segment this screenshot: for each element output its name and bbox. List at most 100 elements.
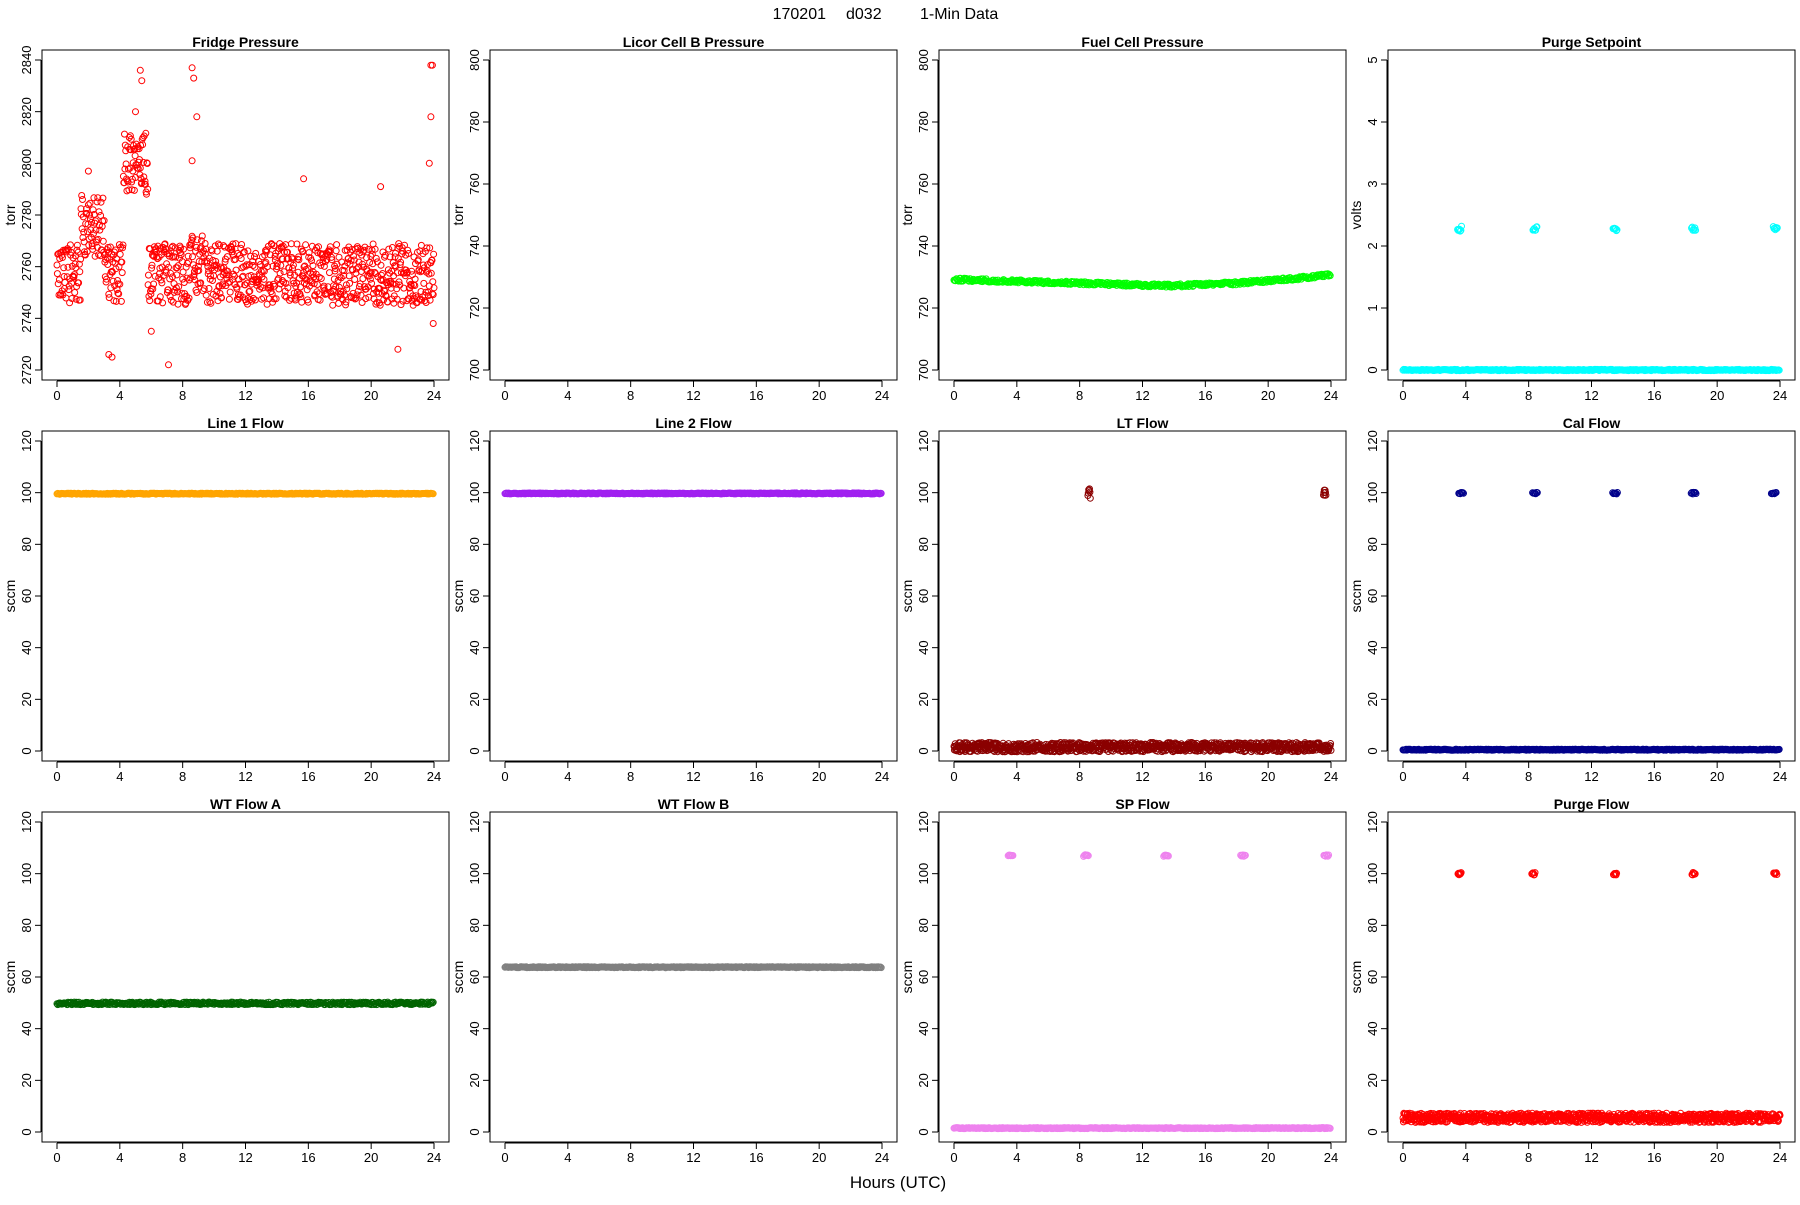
- y-tick-label: 0: [916, 747, 931, 754]
- x-tick-label: 4: [1013, 388, 1020, 403]
- data-point: [85, 168, 91, 174]
- header-date: 170201: [773, 6, 826, 23]
- x-tick-label: 20: [812, 769, 826, 784]
- plot-frame: [42, 431, 449, 761]
- y-tick-label: 800: [916, 49, 931, 71]
- x-tick-label: 16: [749, 388, 763, 403]
- plot-frame: [490, 50, 897, 380]
- panel-title: Fridge Pressure: [192, 34, 299, 50]
- data-point: [378, 184, 384, 190]
- data-points: [54, 999, 436, 1008]
- panel-title: WT Flow A: [210, 796, 281, 812]
- y-tick-label: 40: [1365, 640, 1380, 654]
- x-tick-label: 24: [1773, 769, 1787, 784]
- data-point: [77, 269, 83, 275]
- x-tick-label: 0: [950, 388, 957, 403]
- x-tick-label: 0: [1399, 769, 1406, 784]
- panel-title: Purge Setpoint: [1542, 34, 1642, 50]
- data-point: [369, 280, 375, 286]
- x-tick-label: 12: [238, 388, 252, 403]
- data-points: [951, 271, 1333, 290]
- data-point: [301, 176, 307, 182]
- data-point: [226, 296, 232, 302]
- data-point: [426, 160, 432, 166]
- x-tick-label: 4: [1462, 388, 1469, 403]
- y-tick-label: 20: [19, 692, 34, 706]
- y-tick-label: 700: [467, 359, 482, 381]
- data-point: [428, 114, 434, 120]
- y-tick-label: 100: [1365, 482, 1380, 504]
- x-tick-label: 24: [1324, 388, 1338, 403]
- y-tick-label: 80: [1365, 537, 1380, 551]
- panel-title: Line 2 Flow: [655, 415, 731, 431]
- data-point: [378, 262, 384, 268]
- x-tick-label: 24: [427, 1150, 441, 1165]
- y-tick-label: 120: [1365, 430, 1380, 452]
- y-tick-label: 60: [916, 589, 931, 603]
- data-point: [203, 292, 209, 298]
- data-points: [951, 486, 1334, 755]
- y-tick-label: 2720: [19, 356, 34, 385]
- y-tick-label: 2740: [19, 304, 34, 333]
- x-tick-label: 12: [1584, 388, 1598, 403]
- plot-frame: [42, 812, 449, 1142]
- x-tick-label: 12: [686, 769, 700, 784]
- y-tick-label: 80: [916, 537, 931, 551]
- data-points: [502, 490, 884, 497]
- y-tick-label: 120: [19, 430, 34, 452]
- panel-title: LT Flow: [1117, 415, 1169, 431]
- x-tick-label: 8: [1076, 388, 1083, 403]
- x-tick-label: 4: [1462, 769, 1469, 784]
- y-tick-label: 740: [467, 235, 482, 257]
- chart-header: 170201 d032 1-Min Data: [773, 6, 999, 23]
- x-tick-label: 16: [1647, 388, 1661, 403]
- x-tick-label: 20: [364, 769, 378, 784]
- data-points: [1400, 223, 1782, 373]
- data-point: [80, 197, 86, 203]
- x-tick-label: 0: [501, 769, 508, 784]
- x-tick-label: 4: [1013, 769, 1020, 784]
- data-point: [166, 362, 172, 368]
- x-tick-label: 12: [1135, 388, 1149, 403]
- data-point: [395, 346, 401, 352]
- x-tick-label: 16: [301, 388, 315, 403]
- y-tick-label: 700: [916, 359, 931, 381]
- y-tick-label: 0: [1365, 366, 1380, 373]
- data-point: [72, 290, 78, 296]
- data-point: [96, 209, 102, 215]
- x-tick-label: 8: [627, 388, 634, 403]
- y-tick-label: 3: [1365, 180, 1380, 187]
- y-tick-label: 2780: [19, 201, 34, 230]
- y-tick-label: 0: [467, 747, 482, 754]
- y-tick-label: 780: [467, 111, 482, 133]
- data-point: [137, 67, 143, 73]
- data-point: [191, 75, 197, 81]
- y-tick-label: 100: [916, 482, 931, 504]
- y-tick-label: 40: [19, 1021, 34, 1035]
- x-tick-label: 8: [179, 388, 186, 403]
- x-tick-label: 12: [1135, 769, 1149, 784]
- data-point: [190, 254, 196, 260]
- x-tick-label: 16: [1198, 769, 1212, 784]
- data-point: [330, 302, 336, 308]
- data-point: [54, 262, 60, 268]
- y-tick-label: 120: [19, 811, 34, 833]
- y-tick-label: 120: [916, 430, 931, 452]
- y-tick-label: 1: [1365, 304, 1380, 311]
- panel-title: Line 1 Flow: [207, 415, 283, 431]
- data-points: [54, 490, 436, 497]
